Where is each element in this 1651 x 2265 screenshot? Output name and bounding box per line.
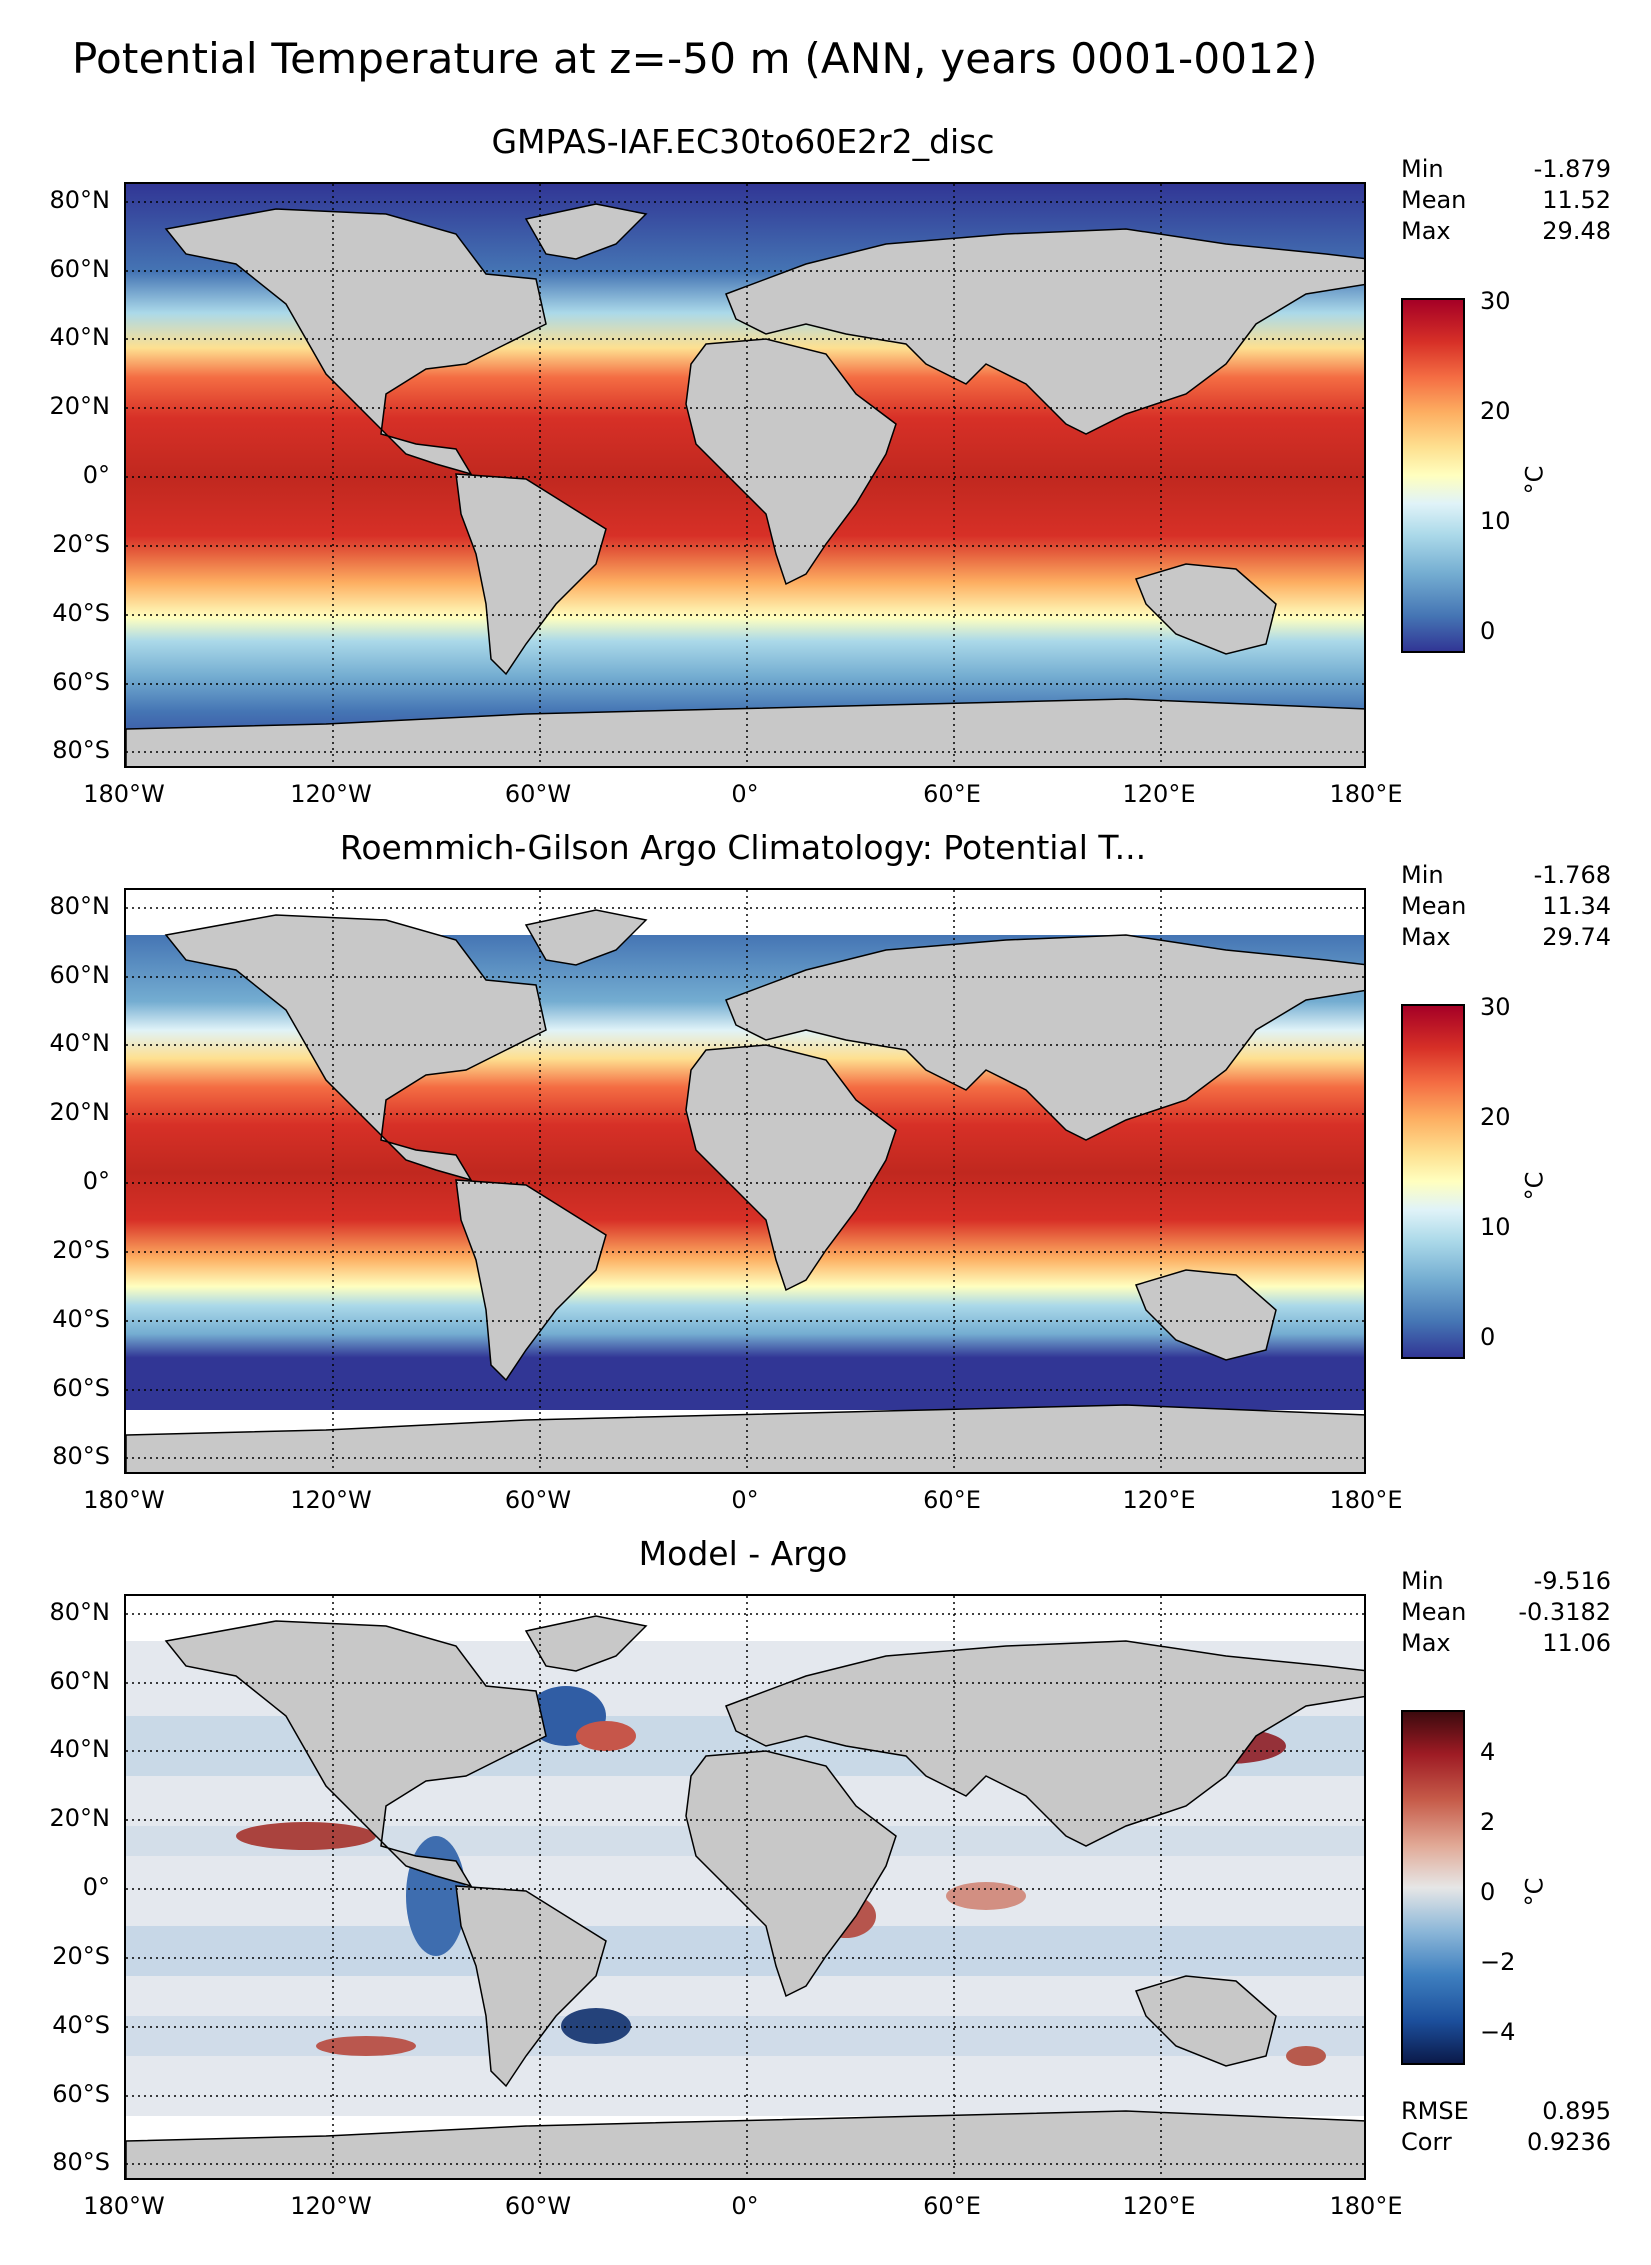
stat-max: Max 29.48 (1401, 217, 1611, 245)
panel-3-stats: Min -9.516 Mean -0.3182 Max 11.06 (1401, 1566, 1611, 1659)
panel-1-stats: Min -1.879 Mean 11.52 Max 29.48 (1401, 154, 1611, 247)
p3-xtick-60w: 60°W (504, 2192, 572, 2220)
p3-ytick-40n: 40°N (49, 1735, 111, 1763)
p2-xtick-180w: 180°W (83, 1486, 165, 1514)
p1-ytick-20n: 20°N (49, 392, 111, 420)
stat-mean: Mean 11.34 (1401, 892, 1611, 920)
p1-cb-unit: °C (1520, 465, 1549, 495)
p1-cb-tick-0: 0 (1480, 617, 1496, 645)
panel-1-map (124, 182, 1366, 768)
panel-2-map (124, 888, 1366, 1474)
p3-ytick-0: 0° (82, 1873, 110, 1901)
figure-title: Potential Temperature at z=-50 m (ANN, y… (72, 34, 1318, 83)
panel-3-colorbar (1401, 1710, 1465, 2065)
p1-ytick-0: 0° (82, 461, 110, 489)
panel-2-colorbar (1401, 1004, 1465, 1359)
p1-ytick-60n: 60°N (49, 255, 111, 283)
p3-xtick-0: 0° (731, 2192, 759, 2220)
p2-cb-tick-30: 30 (1480, 993, 1511, 1021)
stat-min: Min -9.516 (1401, 1567, 1611, 1595)
p1-xtick-120w: 120°W (290, 780, 372, 808)
p3-ytick-60s: 60°S (52, 2080, 110, 2108)
p2-xtick-0: 0° (731, 1486, 759, 1514)
p3-ytick-60n: 60°N (49, 1667, 111, 1695)
p2-cb-tick-0: 0 (1480, 1323, 1496, 1351)
p1-xtick-180w: 180°W (83, 780, 165, 808)
stat-corr: Corr 0.9236 (1401, 2128, 1611, 2156)
stat-mean: Mean -0.3182 (1401, 1598, 1611, 1626)
p3-cb-tick-2: 2 (1480, 1808, 1496, 1836)
p1-xtick-180e: 180°E (1329, 780, 1403, 808)
p3-xtick-120w: 120°W (290, 2192, 372, 2220)
p1-ytick-80n: 80°N (49, 186, 111, 214)
p1-ytick-40n: 40°N (49, 323, 111, 351)
panel-3-map (124, 1594, 1366, 2180)
p2-ytick-60s: 60°S (52, 1374, 110, 1402)
p2-xtick-120w: 120°W (290, 1486, 372, 1514)
p2-ytick-0: 0° (82, 1167, 110, 1195)
panel-1-colorbar (1401, 298, 1465, 653)
p2-ytick-60n: 60°N (49, 961, 111, 989)
p1-ytick-80s: 80°S (52, 736, 110, 764)
p3-ytick-40s: 40°S (52, 2011, 110, 2039)
p2-xtick-180e: 180°E (1329, 1486, 1403, 1514)
p3-cb-tick-4: 4 (1480, 1738, 1496, 1766)
p2-ytick-20s: 20°S (52, 1236, 110, 1264)
p2-ytick-80s: 80°S (52, 1442, 110, 1470)
panel-3-error-stats: RMSE 0.895 Corr 0.9236 (1401, 2096, 1611, 2158)
p1-xtick-60w: 60°W (504, 780, 572, 808)
p3-cb-unit: °C (1520, 1877, 1549, 1907)
p1-cb-tick-10: 10 (1480, 507, 1511, 535)
stat-max: Max 29.74 (1401, 923, 1611, 951)
panel-2-title: Roemmich-Gilson Argo Climatology: Potent… (339, 828, 1147, 867)
p1-xtick-120e: 120°E (1122, 780, 1196, 808)
p2-xtick-60e: 60°E (923, 1486, 981, 1514)
p3-ytick-80s: 80°S (52, 2148, 110, 2176)
p1-xtick-0: 0° (731, 780, 759, 808)
panel-3-title: Model - Argo (638, 1534, 848, 1573)
stat-rmse: RMSE 0.895 (1401, 2097, 1611, 2125)
p1-cb-tick-20: 20 (1480, 397, 1511, 425)
p3-cb-tick-0: 0 (1480, 1878, 1496, 1906)
p1-ytick-20s: 20°S (52, 530, 110, 558)
stat-min: Min -1.879 (1401, 155, 1611, 183)
p3-xtick-120e: 120°E (1122, 2192, 1196, 2220)
p2-cb-tick-20: 20 (1480, 1103, 1511, 1131)
panel-2-stats: Min -1.768 Mean 11.34 Max 29.74 (1401, 860, 1611, 953)
p2-ytick-40n: 40°N (49, 1029, 111, 1057)
p3-xtick-60e: 60°E (923, 2192, 981, 2220)
p2-xtick-120e: 120°E (1122, 1486, 1196, 1514)
stat-mean: Mean 11.52 (1401, 186, 1611, 214)
p2-ytick-20n: 20°N (49, 1098, 111, 1126)
p3-ytick-20s: 20°S (52, 1942, 110, 1970)
p3-ytick-20n: 20°N (49, 1804, 111, 1832)
stat-max: Max 11.06 (1401, 1629, 1611, 1657)
p3-ytick-80n: 80°N (49, 1598, 111, 1626)
p2-cb-tick-10: 10 (1480, 1213, 1511, 1241)
p2-xtick-60w: 60°W (504, 1486, 572, 1514)
p3-cb-tick-m4: −4 (1480, 2018, 1516, 2046)
p2-ytick-80n: 80°N (49, 892, 111, 920)
p3-cb-tick-m2: −2 (1480, 1948, 1516, 1976)
p3-xtick-180e: 180°E (1329, 2192, 1403, 2220)
p1-ytick-60s: 60°S (52, 668, 110, 696)
p1-ytick-40s: 40°S (52, 599, 110, 627)
p2-ytick-40s: 40°S (52, 1305, 110, 1333)
panel-1-title: GMPAS-IAF.EC30to60E2r2_disc (491, 122, 995, 161)
p1-xtick-60e: 60°E (923, 780, 981, 808)
p1-cb-tick-30: 30 (1480, 287, 1511, 315)
p3-xtick-180w: 180°W (83, 2192, 165, 2220)
stat-min: Min -1.768 (1401, 861, 1611, 889)
p2-cb-unit: °C (1520, 1171, 1549, 1201)
